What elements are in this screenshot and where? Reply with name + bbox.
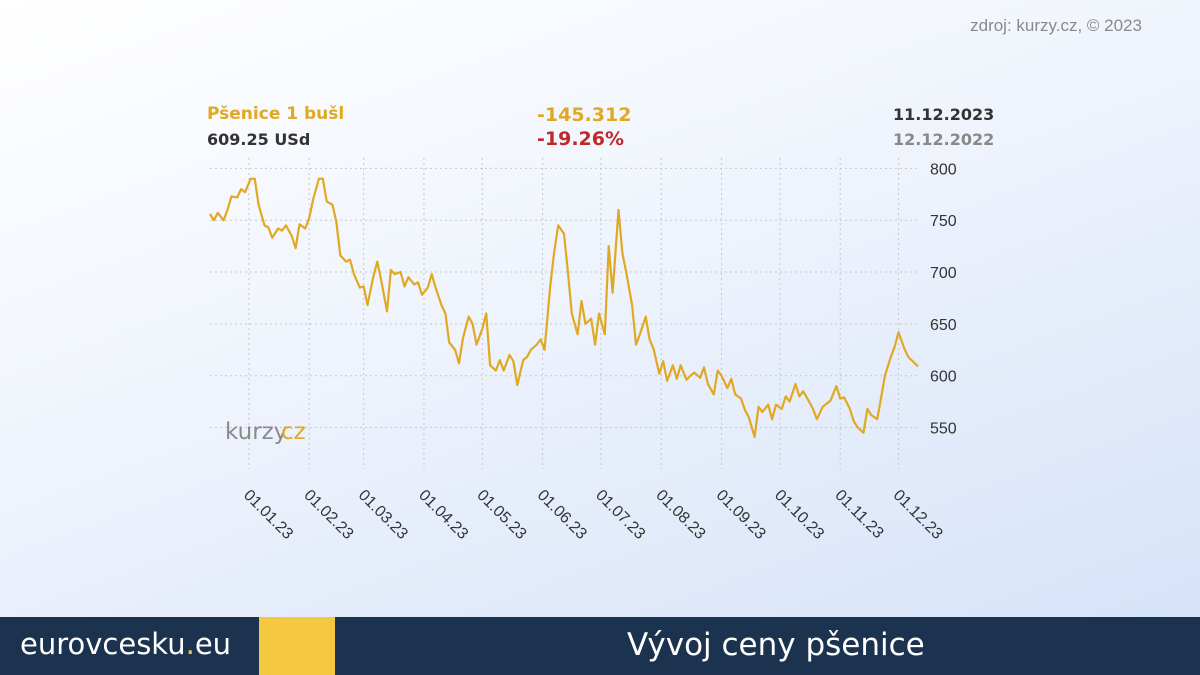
x-tick-label: 01.11.23	[831, 487, 886, 542]
x-tick-label: 01.02.23	[300, 487, 356, 543]
x-tick-label: 01.03.23	[355, 487, 411, 543]
watermark-logo: kurzy cz	[225, 419, 306, 445]
y-tick-label: 650	[930, 317, 957, 334]
footer-bar: eurovcesku.eu Vývoj ceny pšenice	[0, 617, 1200, 675]
footer-title: Vývoj ceny pšenice	[627, 627, 925, 663]
source-note: zdroj: kurzy.cz, © 2023	[970, 16, 1142, 35]
change-absolute: -145.312	[537, 104, 632, 126]
y-tick-label: 700	[930, 265, 957, 282]
y-axis: 550 600 650 700 750 800	[930, 161, 957, 437]
site-tld: eu	[194, 627, 232, 661]
y-tick-label: 550	[930, 421, 957, 438]
x-tick-label: 01.06.23	[534, 487, 590, 543]
price-chart: 550 600 650 700 750 800 01.01.23 01.02.2301.03…	[209, 158, 957, 543]
x-tick-label: 01.09.23	[713, 487, 769, 543]
site-brand[interactable]: eurovcesku.eu	[20, 627, 231, 661]
watermark-part2: cz	[281, 419, 306, 445]
date-from: 12.12.2022	[893, 130, 995, 149]
x-tick-label: 01.07.23	[592, 487, 648, 543]
site-dot: .	[185, 627, 195, 661]
price-line	[209, 177, 919, 438]
y-tick-label: 600	[930, 369, 957, 386]
date-to: 11.12.2023	[893, 105, 995, 124]
current-price: 609.25 USd	[207, 130, 311, 149]
accent-block	[259, 617, 335, 675]
change-percent: -19.26%	[537, 128, 625, 150]
x-tick-label: 01.01.23	[240, 487, 296, 543]
x-tick-label: 01.12.23	[890, 487, 946, 543]
y-tick-label: 800	[930, 161, 957, 178]
price-series	[209, 177, 919, 438]
x-tick-label: 01.04.23	[415, 487, 471, 543]
x-tick-label: 01.10.23	[771, 487, 827, 543]
instrument-name: Pšenice 1 bušl	[207, 104, 345, 124]
x-tick-label: 01.05.23	[473, 487, 529, 543]
x-tick-label: 01.08.23	[652, 487, 708, 543]
y-tick-label: 750	[930, 213, 957, 230]
chart-grid	[210, 158, 920, 469]
site-name: eurovcesku	[20, 627, 186, 661]
watermark-part1: kurzy	[225, 419, 287, 445]
